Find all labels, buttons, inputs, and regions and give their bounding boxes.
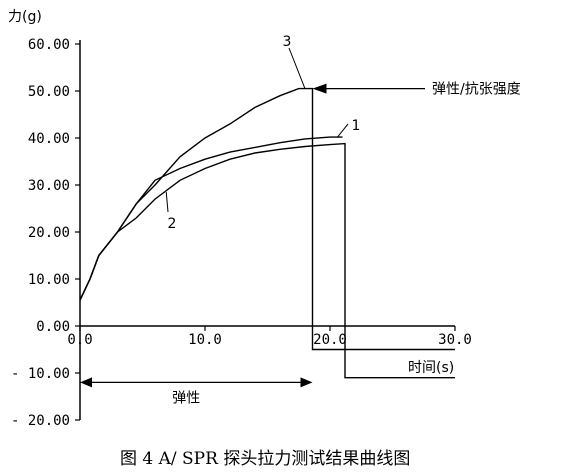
x-tick-label: 30.0 bbox=[438, 332, 472, 348]
series-line-2 bbox=[79, 142, 455, 379]
y-tick-label: 50.00 bbox=[28, 84, 70, 100]
strength-label: 弹性/抗张强度 bbox=[432, 82, 521, 98]
elastic-arrowhead-right bbox=[300, 377, 313, 388]
y-ticks: 60.00 50.00 40.00 30.00 20.00 10.00 0.00 - 10.0… bbox=[11, 37, 80, 429]
series-label-leader bbox=[337, 123, 349, 138]
series-label-1: 1 bbox=[352, 118, 361, 134]
y-tick-label: - 20.00 bbox=[11, 413, 70, 429]
x-tick-label: 0.0 bbox=[67, 332, 92, 348]
strength-arrowhead bbox=[312, 83, 327, 94]
x-ticks: 0.0 10.0 20.0 30.0 bbox=[67, 326, 472, 348]
series-label-2: 2 bbox=[168, 216, 177, 232]
series-label-leader bbox=[165, 192, 169, 213]
elastic-arrowhead-left bbox=[80, 377, 92, 388]
series-line-3 bbox=[79, 87, 455, 351]
series-label-3: 3 bbox=[283, 34, 292, 50]
y-tick-label: 10.00 bbox=[28, 272, 70, 288]
series-line-1 bbox=[79, 136, 343, 301]
figure-caption: 图 4 A/ SPR 探头拉力测试结果曲线图 bbox=[120, 449, 410, 469]
x-tick-label: 10.0 bbox=[188, 332, 222, 348]
y-tick-label: 20.00 bbox=[28, 225, 70, 241]
x-tick-label: 20.0 bbox=[313, 332, 347, 348]
series-label-leader bbox=[288, 47, 306, 89]
y-tick-label: 60.00 bbox=[28, 37, 70, 53]
y-tick-label: 30.00 bbox=[28, 178, 70, 194]
y-tick-label: - 10.00 bbox=[11, 366, 70, 382]
series-group: 3 1 2 bbox=[79, 34, 455, 379]
elastic-label: 弹性 bbox=[172, 390, 200, 406]
y-axis-label: 力(g) bbox=[8, 9, 42, 25]
x-axis-label: 时间(s) bbox=[408, 360, 454, 376]
y-tick-label: 0.00 bbox=[36, 319, 70, 335]
y-tick-label: 40.00 bbox=[28, 131, 70, 147]
